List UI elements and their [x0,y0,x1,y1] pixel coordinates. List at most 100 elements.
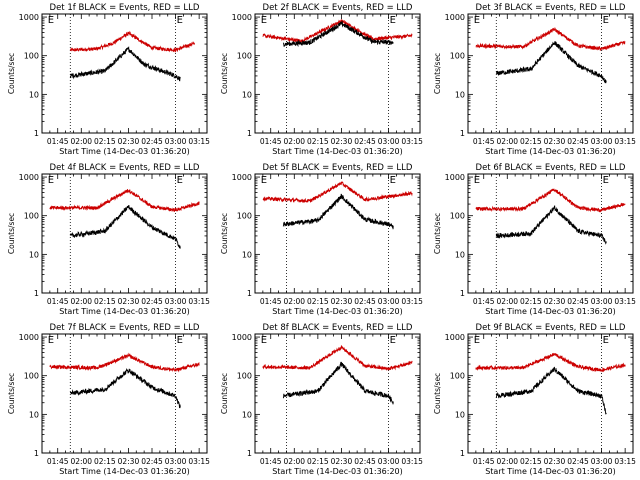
chart-title: Det 6f BLACK = Events, RED = LLD [476,163,626,173]
y-axis-label: Counts/sec [220,373,229,414]
event-marker-label: E [261,15,267,26]
y-tick-label: 100 [24,212,39,221]
x-tick-label: 02:30 [118,297,140,306]
y-tick-label: 1 [34,129,39,138]
x-tick-label: 02:15 [307,457,329,466]
x-tick-label: 03:00 [378,457,400,466]
x-axis-label: Start Time (14-Dec-03 01:36:20) [59,467,190,476]
event-marker-label: E [603,15,609,26]
events-series-line [282,193,394,230]
y-axis-label: Counts/sec [7,213,16,254]
plot-frame [41,333,208,454]
detector-panel-2: Det 2f BLACK = Events, RED = LLD 1 10 100 10… [220,3,423,156]
x-tick-label: 01:45 [260,137,282,146]
y-tick-label: 1000 [19,13,39,22]
x-axis-label: Start Time (14-Dec-03 01:36:20) [59,307,190,316]
x-tick-label: 02:15 [307,297,329,306]
event-marker-label: E [48,15,54,26]
lld-series-line [262,181,413,204]
lld-series-line [49,352,200,373]
detector-panel-1: Det 1f BLACK = Events, RED = LLD 1 10 100 10… [7,3,210,156]
y-tick-label: 1 [460,449,465,458]
event-marker-label: E [48,335,54,346]
plot-frame [254,333,421,454]
event-marker-label: E [48,175,54,186]
x-tick-label: 01:45 [260,457,282,466]
detector-panel-5: Det 5f BLACK = Events, RED = LLD 1 10 100 10… [220,163,423,316]
x-tick-label: 02:15 [520,137,542,146]
plot-frame [254,13,421,134]
y-tick-label: 10 [29,410,39,419]
x-tick-label: 03:15 [188,137,210,146]
y-tick-label: 10 [242,410,252,419]
event-marker-label: E [177,335,183,346]
y-tick-label: 10 [242,90,252,99]
lld-series-line [49,189,200,212]
detector-panel-3: Det 3f BLACK = Events, RED = LLD 1 10 100 10… [433,3,636,156]
y-tick-label: 10 [455,90,465,99]
x-tick-label: 02:30 [118,457,140,466]
x-tick-label: 02:30 [544,297,566,306]
x-tick-label: 02:45 [354,137,376,146]
lld-series-line [262,345,413,371]
x-tick-label: 02:00 [496,297,518,306]
x-tick-label: 03:00 [378,137,400,146]
plot-frame [467,173,634,294]
x-tick-label: 02:00 [283,137,305,146]
y-tick-label: 1000 [232,333,252,342]
event-marker-label: E [603,335,609,346]
x-tick-label: 03:00 [165,137,187,146]
x-axis-label: Start Time (14-Dec-03 01:36:20) [485,307,616,316]
chart-title: Det 3f BLACK = Events, RED = LLD [476,3,626,13]
event-marker-label: E [474,175,480,186]
x-axis-label: Start Time (14-Dec-03 01:36:20) [485,147,616,156]
y-tick-label: 1000 [19,333,39,342]
x-tick-label: 02:30 [331,137,353,146]
lld-series-line [69,30,195,53]
x-tick-label: 02:45 [354,457,376,466]
x-tick-label: 02:00 [496,457,518,466]
y-tick-label: 1 [460,129,465,138]
y-tick-label: 1 [34,289,39,298]
x-tick-label: 02:15 [520,457,542,466]
event-marker-label: E [390,175,396,186]
event-marker-label: E [261,335,267,346]
y-tick-label: 10 [29,90,39,99]
chart-title: Det 1f BLACK = Events, RED = LLD [50,3,200,13]
x-tick-label: 02:45 [141,137,163,146]
x-tick-label: 03:15 [401,137,423,146]
y-tick-label: 1000 [19,173,39,182]
plot-frame [467,13,634,134]
event-marker-label: E [390,335,396,346]
event-marker-label: E [177,175,183,186]
detector-panel-7: Det 7f BLACK = Events, RED = LLD 1 10 100 10… [7,323,210,476]
x-tick-label: 02:15 [307,137,329,146]
x-tick-label: 03:00 [378,297,400,306]
event-marker-label: E [390,15,396,26]
x-tick-label: 01:45 [473,297,495,306]
x-tick-label: 02:15 [94,457,116,466]
chart-title: Det 5f BLACK = Events, RED = LLD [263,163,413,173]
y-tick-label: 1000 [232,13,252,22]
x-tick-label: 03:00 [165,457,187,466]
x-tick-label: 02:00 [283,297,305,306]
x-tick-label: 02:15 [94,297,116,306]
events-series-line [69,205,181,249]
x-tick-label: 02:45 [567,137,589,146]
y-axis-label: Counts/sec [220,53,229,94]
x-tick-label: 01:45 [473,457,495,466]
lld-series-line [475,188,626,213]
x-tick-label: 02:30 [331,297,353,306]
lld-series-line [475,26,626,51]
detector-panel-4: Det 4f BLACK = Events, RED = LLD 1 10 100 10… [7,163,210,316]
event-marker-label: E [474,335,480,346]
lld-series-line [475,352,626,373]
x-axis-label: Start Time (14-Dec-03 01:36:20) [272,307,403,316]
y-tick-label: 100 [450,212,465,221]
y-tick-label: 1 [460,289,465,298]
y-tick-label: 100 [24,52,39,61]
event-marker-label: E [603,175,609,186]
x-tick-label: 02:45 [567,457,589,466]
x-tick-label: 03:00 [591,137,613,146]
